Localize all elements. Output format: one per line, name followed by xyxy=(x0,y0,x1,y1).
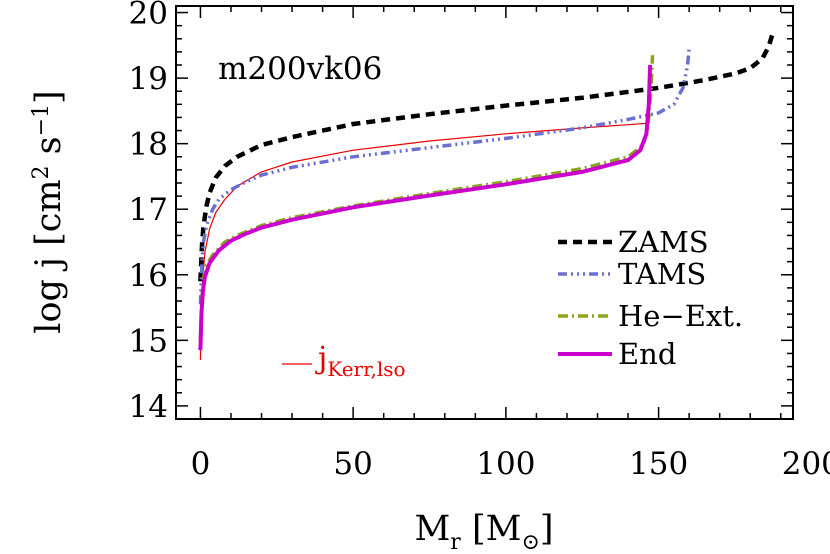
plot-frame xyxy=(175,5,794,420)
x-axis-title-unit-close: ] xyxy=(540,509,554,549)
y-tick-label: 15 xyxy=(129,323,168,359)
legend-label-kerr: jKerr,lso xyxy=(315,341,406,381)
series-line-3 xyxy=(198,64,653,351)
y-axis-title-mid: s xyxy=(29,136,69,165)
x-tick-label: 0 xyxy=(191,446,211,482)
y-tick-label: 18 xyxy=(129,127,168,163)
x-axis-title-main: M xyxy=(414,509,450,549)
y-tick-label: 16 xyxy=(129,258,168,294)
y-tick-label: 17 xyxy=(129,192,168,228)
series-layer xyxy=(198,31,776,361)
legend-kerr: jKerr,lso xyxy=(282,341,406,381)
x-tick-label: 50 xyxy=(333,446,372,482)
y-tick-label: 20 xyxy=(129,0,168,32)
x-tick-label: 200 xyxy=(782,446,830,482)
y-axis-title-sup2: −1 xyxy=(29,104,54,136)
axis-ticks xyxy=(176,6,793,419)
y-axis-title-main: log j [cm xyxy=(29,179,69,333)
x-tick-label: 150 xyxy=(629,446,688,482)
legend-kerr-sub: Kerr,lso xyxy=(327,357,405,381)
y-tick-label: 19 xyxy=(129,61,168,97)
legend-label: ZAMS xyxy=(618,225,709,259)
y-axis-title: log j [cm2 s−1] xyxy=(29,90,69,333)
legend-label: TAMS xyxy=(618,257,706,291)
y-tick-label: 14 xyxy=(129,389,168,425)
plot-border xyxy=(175,5,794,420)
y-axis-title-sup1: 2 xyxy=(29,165,54,179)
legend-label: End xyxy=(618,337,676,371)
x-axis-title-sub: r xyxy=(450,530,461,554)
model-label: m200vk06 xyxy=(218,51,382,87)
x-axis-title: Mr [M⊙] xyxy=(414,509,553,554)
series-line-1 xyxy=(198,48,691,305)
axis-tick-labels: 0 50 100 150 200 14 15 16 17 18 19 20 xyxy=(129,0,830,482)
x-axis-title-unit-symbol: ⊙ xyxy=(521,530,539,554)
series-line-0 xyxy=(198,31,776,282)
legend-kerr-main: j xyxy=(315,341,327,376)
legend-label: He−Ext. xyxy=(618,299,743,333)
y-axis-title-close: ] xyxy=(29,90,69,104)
x-axis-title-unit-open: [M xyxy=(461,509,522,549)
x-tick-label: 100 xyxy=(476,446,535,482)
